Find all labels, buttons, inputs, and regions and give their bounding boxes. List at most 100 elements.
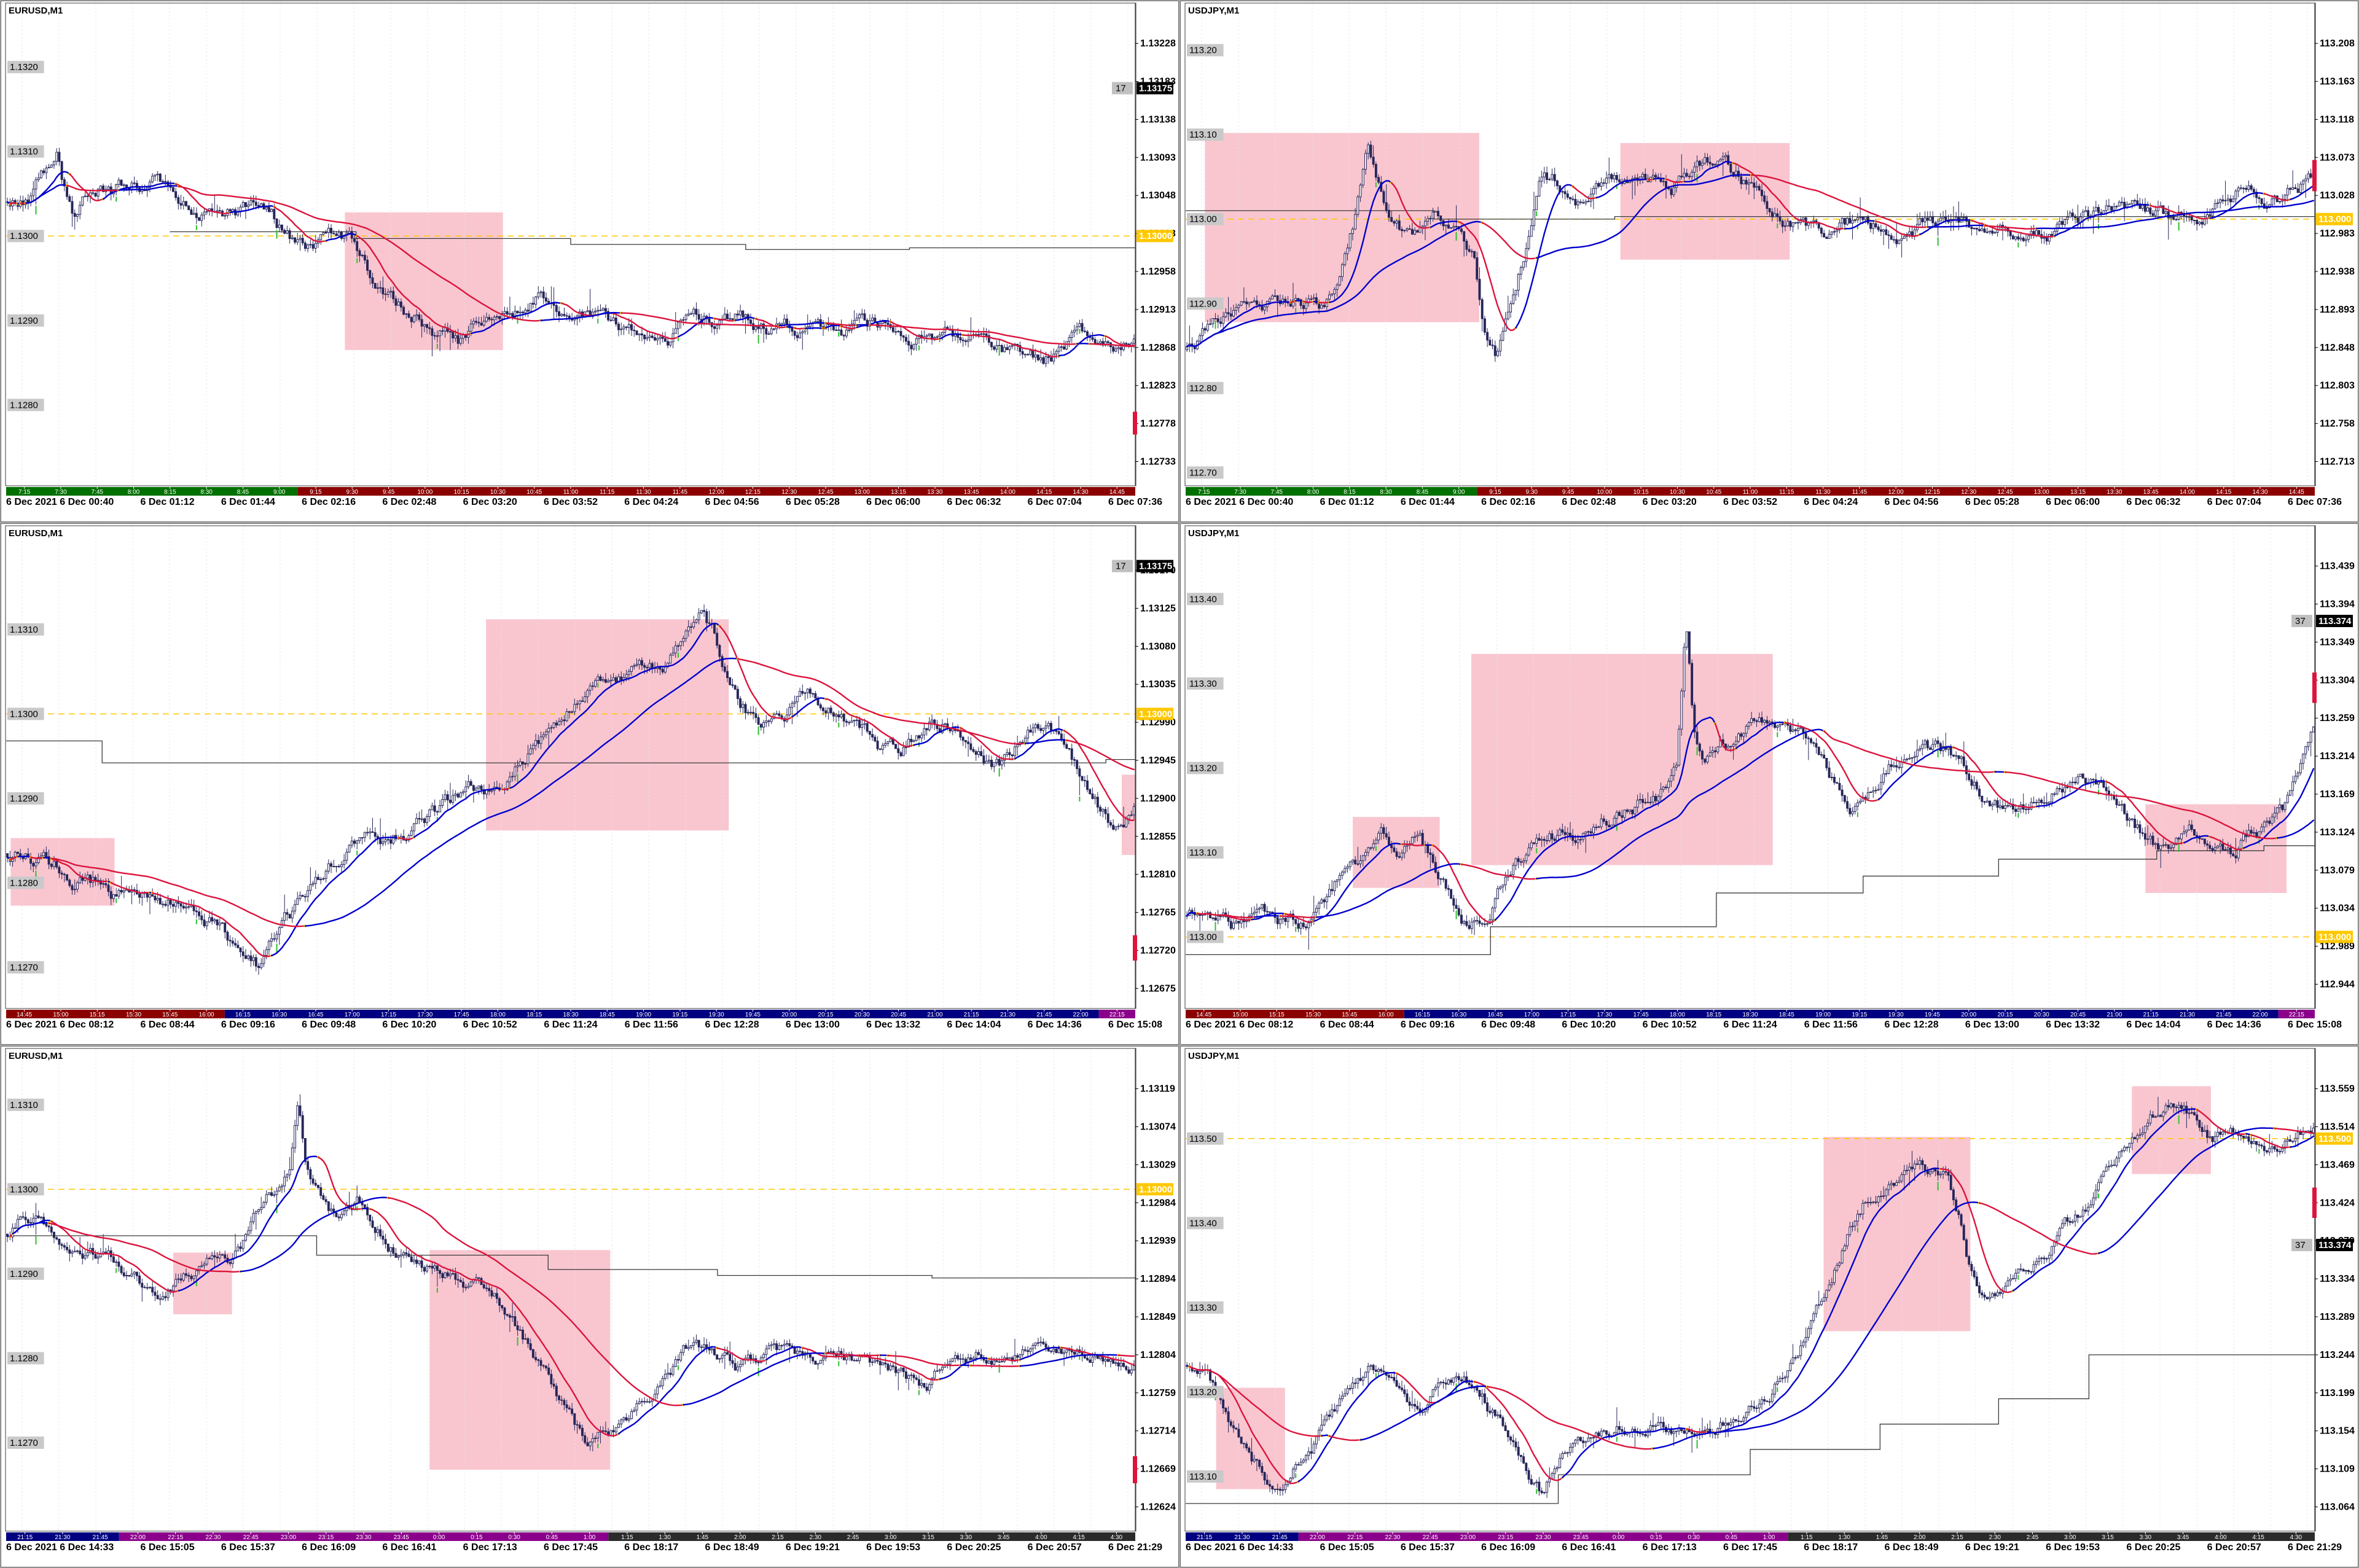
svg-text:21:30: 21:30 [1000, 1012, 1015, 1018]
price-scale: 1.131191.130741.130291.129841.129391.128… [5, 1048, 1176, 1532]
svg-text:9:15: 9:15 [310, 489, 322, 496]
svg-text:18:30: 18:30 [563, 1012, 578, 1018]
svg-text:16:00: 16:00 [1379, 1012, 1394, 1018]
svg-text:1.1300: 1.1300 [10, 231, 38, 241]
price-chart-canvas-eurusd-2[interactable]: 1.131701.131251.130801.130351.129901.129… [1, 524, 1178, 1044]
svg-text:17:30: 17:30 [1597, 1012, 1612, 1018]
session-time-strip: 7:15 7:30 7:45 8:00 8:15 8:30 8:45 9:00 9:15 9:30… [1186, 487, 2315, 496]
svg-text:113.169: 113.169 [2320, 789, 2355, 800]
svg-text:113.118: 113.118 [2320, 114, 2354, 125]
svg-text:113.00: 113.00 [1189, 214, 1217, 225]
chart-window-eurusd-m1-session2[interactable]: EURUSD,M1 1.131701.131251.130801.130351.… [1, 523, 1179, 1045]
session-time-strip: 21:15 21:30 21:45 22:00 22:15 22:30 22:45 23:00… [6, 1532, 1135, 1541]
svg-text:16:45: 16:45 [1487, 1012, 1503, 1018]
svg-text:16:30: 16:30 [1451, 1012, 1466, 1018]
chart-window-usdjpy-m1-session1[interactable]: USDJPY,M1 113.208 113.163 113.118 113.073 11… [1180, 1, 2358, 522]
svg-text:1.12868: 1.12868 [1140, 343, 1176, 353]
svg-text:6 Dec 14:36: 6 Dec 14:36 [1028, 1020, 1082, 1030]
price-chart-canvas-eurusd-1[interactable]: 1.132281.131831.131381.130931.130481.130… [1, 1, 1178, 521]
chart-symbol-label: EURUSD,M1 [9, 1051, 63, 1061]
price-chart-canvas-usdjpy-2[interactable]: 113.439 113.394 113.349 113.304 113.259 113.2… [1181, 524, 2358, 1044]
svg-text:17:45: 17:45 [454, 1012, 469, 1018]
svg-text:15:00: 15:00 [53, 1012, 68, 1018]
svg-text:6 Dec 03:52: 6 Dec 03:52 [544, 497, 598, 507]
svg-text:6 Dec 01:12: 6 Dec 01:12 [141, 497, 195, 507]
svg-text:8:15: 8:15 [1344, 489, 1356, 496]
svg-text:6 Dec 04:24: 6 Dec 04:24 [1804, 497, 1858, 507]
svg-text:12:00: 12:00 [709, 489, 724, 496]
round-level-price-box [1136, 708, 1173, 720]
svg-text:15:45: 15:45 [162, 1012, 178, 1018]
price-chart-canvas-eurusd-3[interactable]: 1.131191.130741.130291.129841.129391.128… [1, 1047, 1178, 1567]
svg-text:9:15: 9:15 [1489, 489, 1501, 496]
svg-text:1.12675: 1.12675 [1140, 983, 1176, 994]
svg-text:6 Dec 08:12: 6 Dec 08:12 [60, 1020, 114, 1030]
svg-text:6 Dec 11:56: 6 Dec 11:56 [625, 1020, 678, 1030]
chart-window-eurusd-m1-session3[interactable]: EURUSD,M1 1.13119 1.13074 1.13029 1.12984 1.… [1, 1046, 1179, 1567]
svg-text:8:30: 8:30 [200, 489, 213, 496]
svg-text:1.12945: 1.12945 [1140, 755, 1176, 766]
svg-text:6 Dec 09:16: 6 Dec 09:16 [1401, 1020, 1455, 1030]
moving-averages [6, 171, 1135, 357]
svg-text:7:15: 7:15 [1198, 489, 1210, 496]
level-label [7, 708, 44, 720]
svg-text:112.989: 112.989 [2320, 942, 2355, 952]
svg-text:112.80: 112.80 [1189, 383, 1217, 394]
svg-text:13:45: 13:45 [2143, 489, 2159, 496]
svg-text:6 Dec 09:48: 6 Dec 09:48 [1481, 1020, 1535, 1030]
current-price-box [1136, 560, 1173, 572]
svg-text:6 Dec 06:00: 6 Dec 06:00 [2046, 497, 2100, 507]
svg-text:1.12778: 1.12778 [1140, 419, 1176, 429]
svg-text:6 Dec 11:24: 6 Dec 11:24 [1723, 1020, 1777, 1030]
svg-text:113.073: 113.073 [2320, 152, 2355, 163]
svg-text:10:45: 10:45 [1706, 489, 1721, 496]
moving-averages [1186, 1108, 2315, 1484]
svg-text:14:30: 14:30 [2253, 489, 2268, 496]
svg-text:6 Dec 13:00: 6 Dec 13:00 [1965, 1020, 2019, 1030]
svg-text:6 Dec 13:00: 6 Dec 13:00 [786, 1020, 840, 1030]
level-label [7, 961, 44, 973]
svg-text:12:45: 12:45 [1998, 489, 2013, 496]
round-level-price-box [1136, 230, 1173, 243]
chart-window-usdjpy-m1-session2[interactable]: USDJPY,M1 113.439 113.394 113.349 113.304 11… [1180, 523, 2358, 1045]
svg-text:9:45: 9:45 [383, 489, 395, 496]
svg-text:6 Dec 07:36: 6 Dec 07:36 [2288, 497, 2342, 507]
svg-text:20:30: 20:30 [2034, 1012, 2049, 1018]
scale-range-marker [2312, 1187, 2317, 1219]
moving-averages [1186, 716, 2315, 924]
svg-text:1.12733: 1.12733 [1140, 456, 1176, 467]
svg-text:112.713: 112.713 [2320, 456, 2355, 467]
session-time-strip: 14:45 15:00 15:15 15:30 15:45 16:00 16:15 16:30… [6, 1010, 1135, 1018]
level-label [7, 792, 44, 805]
svg-text:14:45: 14:45 [1109, 489, 1125, 496]
level-label [1187, 213, 1224, 225]
svg-text:6 Dec 00:40: 6 Dec 00:40 [60, 497, 114, 507]
svg-text:14:15: 14:15 [1036, 489, 1052, 496]
svg-text:8:00: 8:00 [128, 489, 140, 496]
svg-text:10:15: 10:15 [1633, 489, 1649, 496]
svg-text:1.13228: 1.13228 [1140, 39, 1176, 49]
price-chart-canvas-usdjpy-3[interactable]: 113.559113.514113.469113.424113.379113.3… [1181, 1047, 2358, 1567]
svg-text:17:15: 17:15 [381, 1012, 396, 1018]
svg-text:1.1320: 1.1320 [10, 62, 38, 72]
time-axis: 6 Dec 2021 6 Dec 14:33 6 Dec 15:05 6 Dec 15… [6, 1542, 1162, 1553]
trail-step-line [1186, 210, 2315, 220]
time-axis: 6 Dec 2021 6 Dec 00:40 6 Dec 01:12 6 Dec 01… [1186, 497, 2342, 507]
scale-range-marker [1133, 935, 1137, 961]
price-scale: 113.208 113.163 113.118 113.073 113.028 112.9… [1184, 2, 2355, 486]
svg-text:6 Dec 07:04: 6 Dec 07:04 [2207, 497, 2261, 507]
svg-text:1.1290: 1.1290 [10, 794, 38, 804]
svg-text:113.208: 113.208 [2320, 39, 2355, 49]
svg-text:20:00: 20:00 [1961, 1012, 1976, 1018]
svg-text:15:45: 15:45 [1342, 1012, 1357, 1018]
svg-text:6 Dec 10:52: 6 Dec 10:52 [463, 1020, 517, 1030]
level-label [1187, 466, 1224, 479]
svg-text:1.13080: 1.13080 [1140, 641, 1176, 652]
price-scale: 113.439 113.394 113.349 113.304 113.259 113.2… [1184, 525, 2355, 1009]
svg-text:113.40: 113.40 [1189, 594, 1217, 604]
svg-text:21:15: 21:15 [2143, 1012, 2159, 1018]
chart-window-eurusd-m1-session1[interactable]: EURUSD,M1 1.13228 1.13183 1.13138 1.13093 1.… [1, 1, 1179, 522]
price-chart-canvas-usdjpy-1[interactable]: 113.208 113.163 113.118 113.073 113.028 112.9… [1181, 1, 2358, 521]
svg-text:112.90: 112.90 [1189, 298, 1217, 309]
chart-window-usdjpy-m1-session3[interactable]: USDJPY,M1 113.559 113.514 113.469 113.424 11… [1180, 1046, 2358, 1567]
